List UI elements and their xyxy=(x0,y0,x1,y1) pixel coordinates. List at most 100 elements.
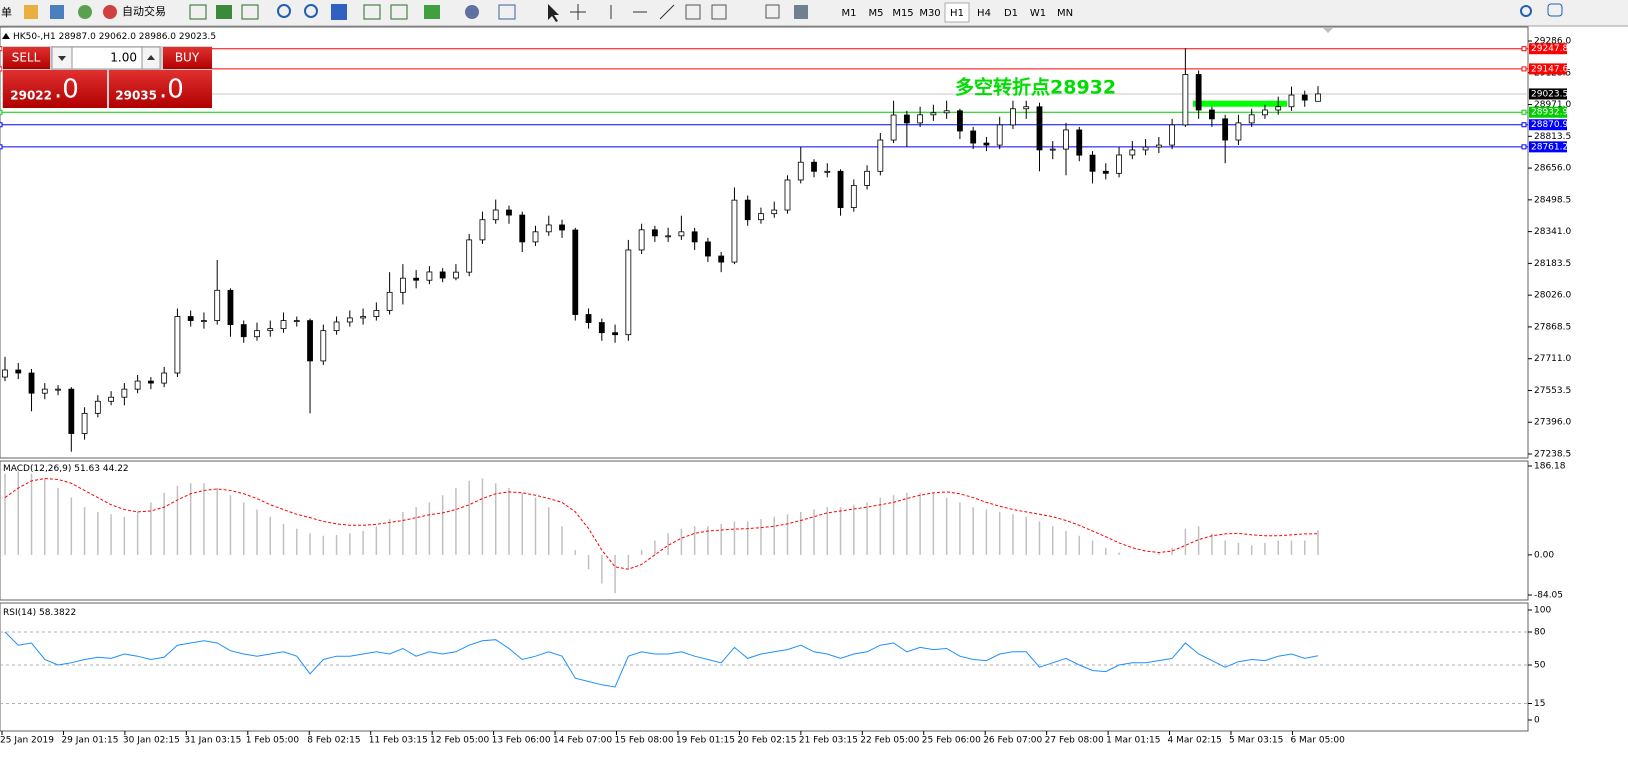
candle-body xyxy=(917,114,924,124)
candle-body xyxy=(479,219,486,241)
timeframe[interactable]: MN xyxy=(1057,8,1073,19)
cursor-icon[interactable] xyxy=(548,4,559,22)
low: 28986.0 xyxy=(139,32,176,42)
plots: 29286.029128.528971.028813.528656.028498… xyxy=(0,37,1571,746)
main-chart-frame xyxy=(0,26,1529,459)
search-icon[interactable] xyxy=(1520,5,1532,17)
candle-body xyxy=(2,369,8,378)
buy-fraction[interactable]: .0 xyxy=(159,75,184,105)
icon[interactable] xyxy=(304,4,318,18)
icon[interactable] xyxy=(498,4,516,20)
candle-body xyxy=(625,249,632,336)
x-tick-label: 22 Feb 05:00 xyxy=(860,736,919,746)
sell-price-box[interactable] xyxy=(3,70,107,108)
icon[interactable] xyxy=(424,5,440,19)
level-handle xyxy=(0,109,3,115)
timeframe[interactable]: M1 xyxy=(842,8,857,19)
symbol: HK50-,H1 xyxy=(13,32,56,42)
candle-body xyxy=(506,209,512,216)
timeframe[interactable]: H4 xyxy=(977,8,991,19)
sell-label[interactable]: SELL xyxy=(12,51,41,65)
level-label: 28761.2 xyxy=(1531,142,1568,152)
timeframe[interactable]: H1 xyxy=(950,8,964,19)
buy-label[interactable]: BUY xyxy=(175,51,200,65)
candle-body xyxy=(532,231,539,243)
menu-text[interactable]: 单 xyxy=(1,6,12,19)
icon[interactable] xyxy=(331,4,347,20)
x-tick-label: 11 Feb 03:15 xyxy=(369,736,428,746)
draw-icons[interactable] xyxy=(610,4,675,20)
timeframe[interactable]: M30 xyxy=(919,8,940,19)
candle-body xyxy=(1089,154,1096,172)
candle-body xyxy=(1142,146,1149,151)
candle-body xyxy=(161,372,168,384)
icon[interactable] xyxy=(465,5,479,19)
candle-body xyxy=(1262,109,1268,116)
candle-body xyxy=(598,322,605,334)
icon[interactable] xyxy=(794,5,808,19)
level-label: 29247.8 xyxy=(1531,44,1568,54)
sell-button[interactable] xyxy=(3,47,50,69)
icon[interactable] xyxy=(103,5,117,19)
chart-icon xyxy=(2,33,10,39)
level-label-box xyxy=(1529,119,1567,131)
candle-body xyxy=(943,110,950,114)
candle-body xyxy=(665,235,672,238)
timeframe[interactable]: D1 xyxy=(1004,8,1018,19)
chat-icon[interactable] xyxy=(1547,3,1563,17)
candle-body xyxy=(744,199,751,221)
icon[interactable] xyxy=(241,4,259,20)
candle-body xyxy=(201,320,207,322)
candle-body xyxy=(240,324,247,338)
icon[interactable] xyxy=(765,4,780,19)
y-tick-label: -84.05 xyxy=(1534,591,1563,601)
candle-body xyxy=(1301,94,1308,101)
x-tick-label: 1 Mar 01:15 xyxy=(1106,736,1160,746)
candle-body xyxy=(1315,93,1321,102)
volume[interactable]: 1.00 xyxy=(110,51,137,65)
candle-body xyxy=(267,328,274,332)
y-tick-label: 100 xyxy=(1534,606,1551,616)
icon[interactable] xyxy=(189,4,207,20)
sell-fraction[interactable]: .0 xyxy=(54,75,79,105)
candle-body xyxy=(545,224,552,233)
icon[interactable] xyxy=(24,5,38,19)
auto-trading[interactable]: 自动交易 xyxy=(122,4,166,18)
candle-body xyxy=(81,412,88,434)
level-handle xyxy=(1521,66,1527,72)
crosshair-icon[interactable] xyxy=(570,4,586,20)
toolbar-items: 单 自动交易 xyxy=(1,4,808,22)
icon[interactable] xyxy=(390,4,408,20)
candle-body xyxy=(399,277,406,293)
x-tick-label: 29 Jan 01:15 xyxy=(61,736,118,746)
candle-body xyxy=(638,229,645,251)
y-tick-label: 27711.0 xyxy=(1534,354,1571,364)
rsi-header: RSI(14) 58.3822 xyxy=(3,608,76,618)
icon[interactable] xyxy=(50,5,64,19)
x-tick-label: 15 Feb 08:00 xyxy=(615,736,674,746)
marker-band xyxy=(1193,100,1287,107)
buy-button[interactable] xyxy=(163,47,212,69)
candle-body xyxy=(214,289,221,321)
buy-price[interactable]: 29035 xyxy=(115,89,157,103)
sell-price[interactable]: 29022 xyxy=(10,89,52,103)
candle-body xyxy=(1222,118,1229,141)
timeframe[interactable]: M5 xyxy=(869,8,884,19)
icon[interactable] xyxy=(78,5,92,19)
buy-price-box[interactable] xyxy=(109,70,212,108)
y-tick-label: 186.18 xyxy=(1534,462,1566,472)
timeframe[interactable]: W1 xyxy=(1030,8,1046,19)
candle-body xyxy=(1063,129,1069,150)
icon[interactable] xyxy=(711,4,727,20)
icon[interactable] xyxy=(216,5,232,19)
candle-body xyxy=(1169,124,1176,146)
icon[interactable] xyxy=(277,4,291,18)
timeframe-active xyxy=(944,2,970,23)
icon[interactable] xyxy=(685,4,701,20)
icon[interactable] xyxy=(363,4,381,20)
close: 29023.5 xyxy=(179,32,216,42)
candle-body xyxy=(307,320,313,362)
timeframe[interactable]: M15 xyxy=(892,8,913,19)
x-tick-label: 31 Jan 03:15 xyxy=(184,736,241,746)
